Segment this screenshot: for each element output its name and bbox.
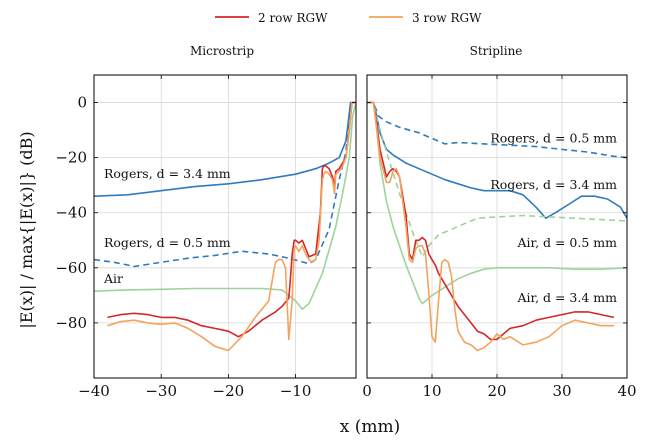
curve-annotation: Rogers, d = 3.4 mm [490, 177, 617, 192]
legend-label-2row: 2 row RGW [258, 11, 328, 25]
x-tick-label: 40 [617, 382, 636, 400]
curve-annotation: Air, d = 3.4 mm [516, 290, 617, 305]
y-tick-label: 0 [77, 94, 87, 112]
panel-title-microstrip: Microstrip [190, 44, 254, 58]
series-group [94, 101, 356, 352]
panel-title-stripline: Stripline [470, 44, 523, 58]
x-tick-label: 0 [362, 382, 372, 400]
series-line-rogers-d-0-5-mm [367, 101, 627, 159]
series-line-air-d-0-5-mm [367, 101, 627, 258]
x-tick-label: 20 [487, 382, 506, 400]
series-line-3-row-rgw [107, 101, 356, 352]
x-axis-label: x (mm) [340, 417, 401, 437]
panel-microstrip: −40 −30 −20 −10 0 −20 −40 −60 −80 Rogers, d = 3.4… [55, 74, 357, 400]
curve-annotation: Air, d = 0.5 mm [516, 235, 617, 250]
y-axis-label: |E(x)| / max{|E(x)|} (dB) [17, 131, 36, 328]
x-tick-label: 10 [422, 382, 441, 400]
series-line-2-row-rgw [107, 101, 356, 338]
x-tick-label: −30 [145, 382, 177, 400]
y-tick-label: −20 [55, 149, 87, 167]
series-line-rogers-d-3-4-mm [94, 101, 356, 197]
curve-annotation: Rogers, d = 0.5 mm [490, 130, 617, 145]
series-line-air [94, 102, 356, 310]
series-line-2-row-rgw [367, 101, 615, 341]
x-tick-label: −10 [280, 382, 312, 400]
x-tick-label: −40 [78, 382, 110, 400]
x-tick-label: −20 [213, 382, 245, 400]
curve-annotation: Rogers, d = 0.5 mm [104, 235, 231, 250]
series-line-air-d-3-4-mm [367, 101, 627, 305]
x-tick-label: 30 [552, 382, 571, 400]
y-tick-label: −80 [55, 314, 87, 332]
panel-stripline: 0 10 20 30 40 Rogers, d = 0.5 mm Rogers, d = 3… [362, 74, 637, 400]
legend: 2 row RGW 3 row RGW [215, 11, 482, 25]
curve-annotation: Rogers, d = 3.4 mm [104, 166, 231, 181]
y-tick-label: −40 [55, 204, 87, 222]
curve-annotation: Air [103, 271, 123, 286]
series-group [367, 101, 627, 352]
panels: −40 −30 −20 −10 0 −20 −40 −60 −80 Rogers, d = 3.4… [55, 74, 637, 400]
y-tick-label: −60 [55, 259, 87, 277]
plot-frame [93, 74, 357, 379]
series-line-3-row-rgw [367, 101, 614, 352]
legend-label-3row: 3 row RGW [412, 11, 482, 25]
